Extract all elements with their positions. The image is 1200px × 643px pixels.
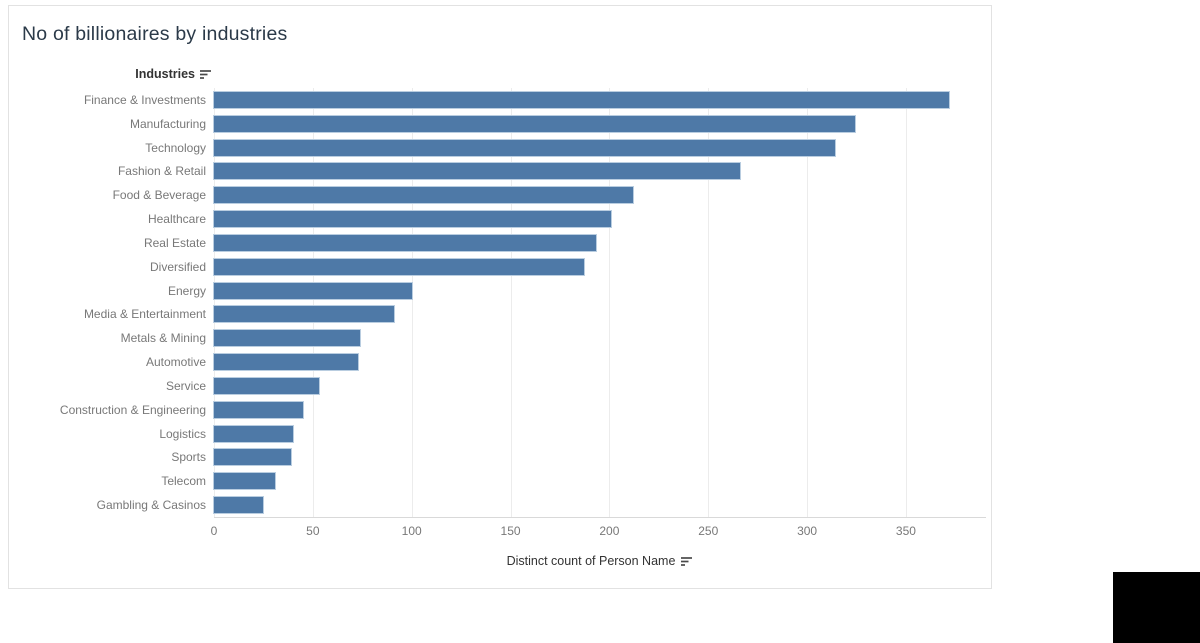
column-header: Industries [9, 67, 214, 81]
column-header-label: Industries [135, 67, 195, 81]
bar[interactable] [214, 282, 412, 299]
bar[interactable] [214, 163, 740, 180]
category-label: Food & Beverage [112, 188, 206, 203]
category-label: Logistics [159, 426, 206, 441]
category-label: Manufacturing [129, 116, 206, 131]
x-tick-label: 100 [401, 524, 422, 538]
x-axis-ticks: 0 50 100 150 200 250 300 350 [210, 524, 986, 540]
table-row: Technology [9, 136, 986, 160]
x-tick-label: 300 [797, 524, 818, 538]
bar[interactable] [214, 187, 634, 204]
table-row: Construction & Engineering [9, 398, 986, 422]
category-label: Energy [167, 283, 206, 298]
category-label: Real Estate [143, 235, 206, 250]
table-row: Gambling & Casinos [9, 493, 986, 517]
category-label: Media & Entertainment [83, 307, 206, 322]
category-label: Service [165, 378, 206, 393]
black-overlay-box [1113, 572, 1200, 643]
table-row: Logistics [9, 422, 986, 446]
category-label: Fashion & Retail [117, 164, 206, 179]
x-tick-label: 50 [306, 524, 320, 538]
x-tick-label: 200 [599, 524, 620, 538]
bar[interactable] [214, 496, 264, 513]
category-label: Telecom [161, 474, 206, 489]
table-row: Media & Entertainment [9, 302, 986, 326]
bar[interactable] [214, 258, 584, 275]
table-row: Healthcare [9, 207, 986, 231]
bar[interactable] [214, 306, 394, 323]
x-axis-title-label: Distinct count of Person Name [506, 554, 676, 568]
x-tick-label: 250 [698, 524, 719, 538]
table-row: Automotive [9, 350, 986, 374]
bar[interactable] [214, 330, 361, 347]
chart-title: No of billionaires by industries [22, 23, 288, 45]
table-row: Sports [9, 445, 986, 469]
table-row: Fashion & Retail [9, 159, 986, 183]
category-label: Automotive [145, 355, 206, 370]
category-label: Healthcare [147, 212, 206, 227]
category-label: Diversified [149, 259, 206, 274]
category-label: Gambling & Casinos [96, 497, 206, 512]
bar[interactable] [214, 354, 359, 371]
table-row: Finance & Investments [9, 88, 986, 112]
category-label: Finance & Investments [83, 92, 206, 107]
category-label: Metals & Mining [120, 331, 206, 346]
table-row: Food & Beverage [9, 183, 986, 207]
x-tick-label: 0 [210, 524, 218, 538]
table-row: Real Estate [9, 231, 986, 255]
table-row: Energy [9, 279, 986, 303]
sort-descending-icon[interactable] [680, 556, 693, 567]
x-tick-label: 150 [500, 524, 521, 538]
table-row: Metals & Mining [9, 326, 986, 350]
bar-rows: Finance & Investments Manufacturing Techno… [9, 88, 986, 517]
sort-descending-icon[interactable] [199, 69, 212, 80]
table-row: Service [9, 374, 986, 398]
bar[interactable] [214, 211, 612, 228]
bar[interactable] [214, 91, 950, 108]
x-axis-title: Distinct count of Person Name [214, 554, 986, 568]
bar[interactable] [214, 234, 596, 251]
bar[interactable] [214, 401, 303, 418]
table-row: Telecom [9, 469, 986, 493]
category-label: Technology [145, 140, 206, 155]
category-label: Construction & Engineering [59, 402, 206, 417]
category-label: Sports [171, 450, 206, 465]
bar[interactable] [214, 377, 319, 394]
bar[interactable] [214, 139, 835, 156]
bar[interactable] [214, 115, 855, 132]
chart-card: No of billionaires by industries Industr… [8, 5, 992, 589]
x-axis-line [214, 517, 986, 518]
table-row: Diversified [9, 255, 986, 279]
table-row: Manufacturing [9, 112, 986, 136]
bar[interactable] [214, 449, 292, 466]
bar[interactable] [214, 425, 294, 442]
bar[interactable] [214, 473, 276, 490]
x-tick-label: 350 [895, 524, 916, 538]
